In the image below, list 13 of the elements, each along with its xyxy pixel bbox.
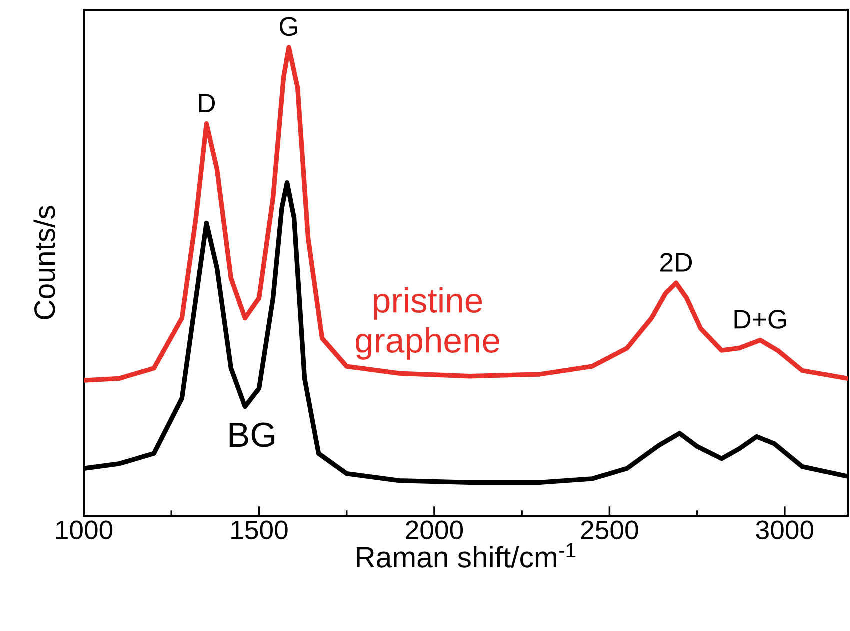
annotation: 2D	[660, 253, 692, 272]
series-label: BG	[230, 422, 275, 448]
x-tick-label: 3000	[756, 520, 814, 540]
annotation: G	[280, 17, 298, 36]
x-tick-label: 1500	[232, 520, 288, 540]
x-tick-label: 1000	[56, 520, 113, 540]
x-tick-label: 2500	[581, 520, 638, 540]
series-label: pristine graphene	[356, 288, 500, 360]
annotation: D	[199, 94, 216, 112]
x-axis-title: Raman shift/cm$^{-1}$	[357, 543, 576, 568]
annotation: D+G	[734, 310, 786, 329]
y-axis-title: Counts/s	[34, 206, 56, 320]
x-tick-label: 2000	[406, 520, 464, 540]
